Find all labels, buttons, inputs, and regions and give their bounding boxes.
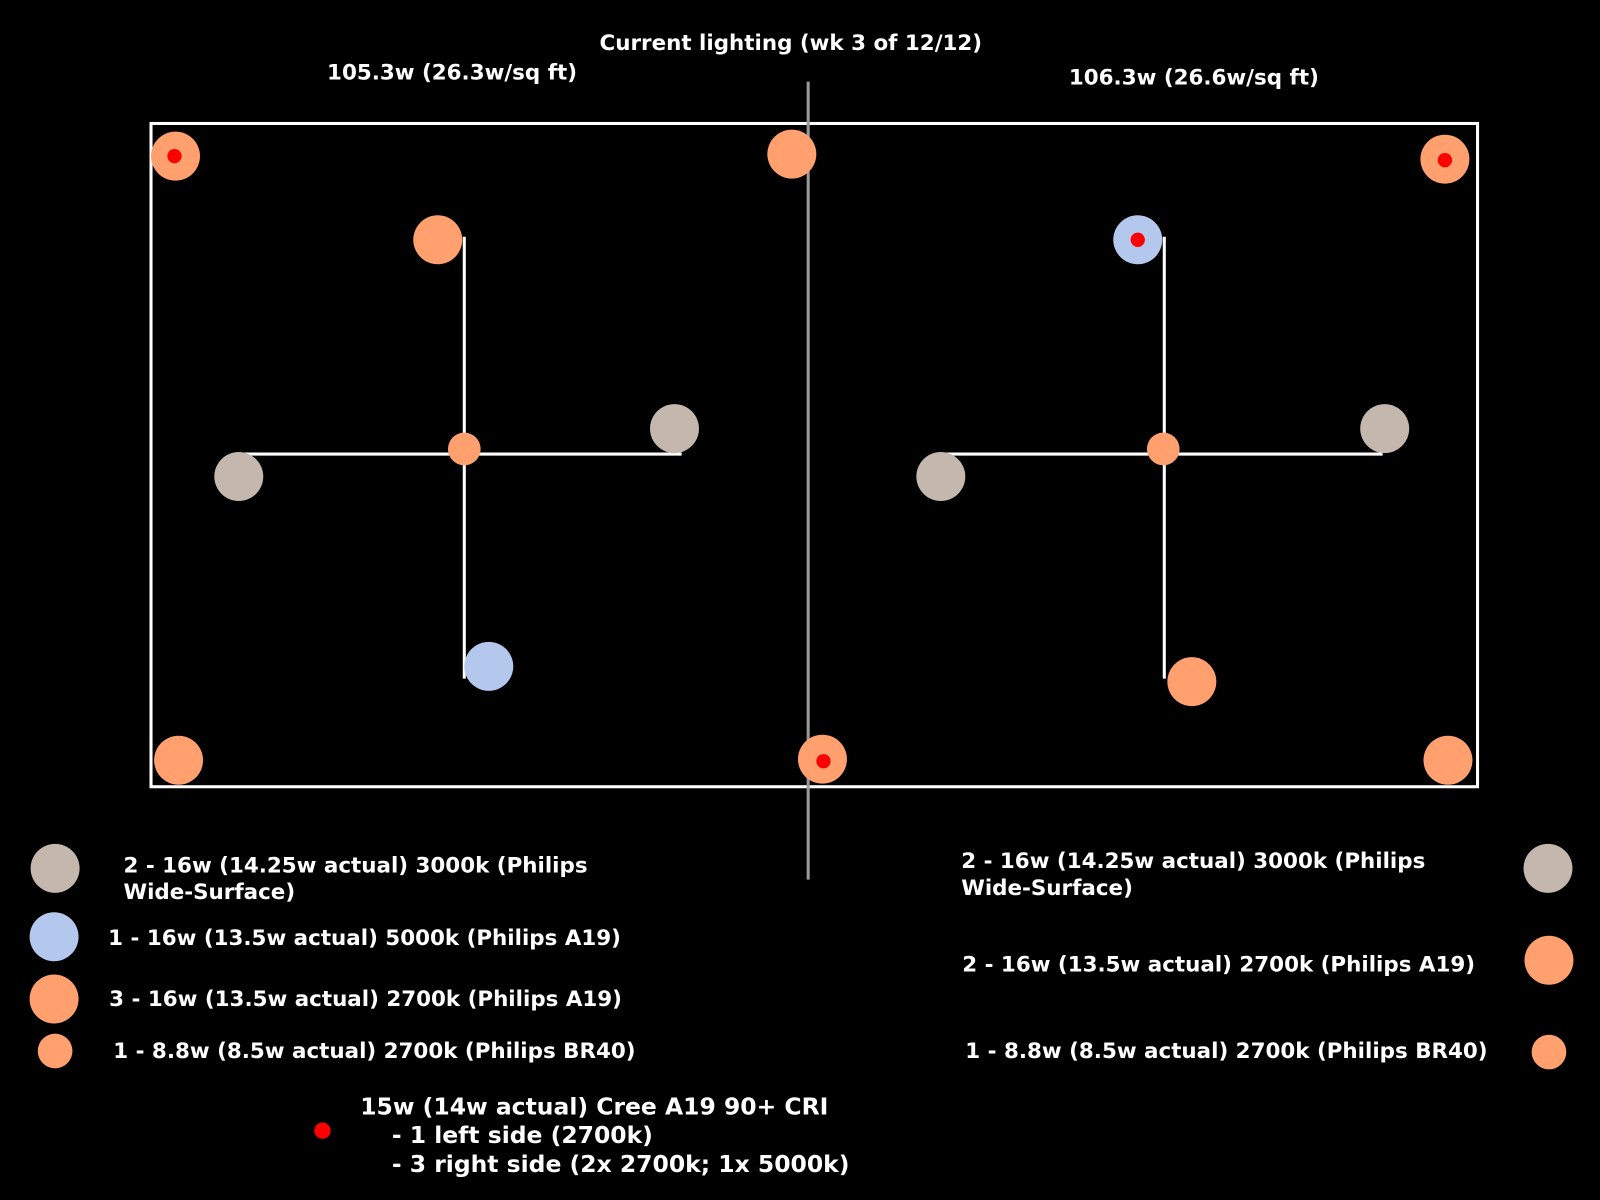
bulb xyxy=(154,735,204,785)
legend-label: 1 - 16w (13.5w actual) 5000k (Philips A1… xyxy=(108,926,621,951)
legend-swatch xyxy=(29,912,79,962)
bulb xyxy=(1146,432,1180,466)
right-heading: 106.3w (26.6w/sq ft) xyxy=(1069,66,1319,91)
bulb xyxy=(464,641,514,691)
right-legend: 2 - 16w (14.25w actual) 3000k (Philips W… xyxy=(961,843,1574,1070)
bulb xyxy=(767,129,817,179)
left-legend: 2 - 16w (14.25w actual) 3000k (Philips W… xyxy=(29,843,636,1069)
legend-label: 2 - 16w (14.25w actual) 3000k (Philips xyxy=(123,853,587,878)
legend-swatch xyxy=(29,974,79,1024)
cree-marker xyxy=(1437,153,1453,168)
legend-label: Wide-Surface) xyxy=(961,876,1133,901)
legend-label: Wide-Surface) xyxy=(123,880,295,905)
bulb xyxy=(413,215,463,265)
legend-label: 1 - 8.8w (8.5w actual) 2700k (Philips BR… xyxy=(965,1039,1487,1064)
legend-swatch xyxy=(37,1033,73,1069)
bulb xyxy=(1360,404,1410,454)
legend-label: 2 - 16w (13.5w actual) 2700k (Philips A1… xyxy=(962,952,1475,977)
cree-label: - 3 right side (2x 2700k; 1x 5000k) xyxy=(392,1150,850,1178)
bulb xyxy=(447,432,481,466)
legend-swatch xyxy=(1524,935,1574,985)
legend-swatch xyxy=(1523,843,1573,893)
cree-marker xyxy=(1130,232,1145,247)
bulb xyxy=(1167,657,1217,707)
legend-swatch xyxy=(30,843,80,893)
bulb xyxy=(916,452,966,502)
room-outline xyxy=(149,121,1480,789)
cree-marker xyxy=(314,1122,331,1139)
room xyxy=(149,81,1480,880)
bulb xyxy=(1423,735,1473,785)
bulb xyxy=(214,452,264,502)
legend-label: 2 - 16w (14.25w actual) 3000k (Philips xyxy=(961,849,1425,874)
cree-marker xyxy=(816,754,831,769)
legend-label: 1 - 8.8w (8.5w actual) 2700k (Philips BR… xyxy=(113,1039,635,1064)
legend-swatch xyxy=(1531,1034,1567,1070)
left-heading: 105.3w (26.3w/sq ft) xyxy=(327,60,577,85)
bulb xyxy=(650,404,699,454)
cree-label: - 1 left side (2700k) xyxy=(392,1121,653,1149)
cree-note: 15w (14w actual) Cree A19 90+ CRI - 1 le… xyxy=(314,1093,850,1178)
cree-marker xyxy=(167,148,182,164)
cree-label: 15w (14w actual) Cree A19 90+ CRI xyxy=(360,1093,828,1121)
legend-label: 3 - 16w (13.5w actual) 2700k (Philips A1… xyxy=(109,987,622,1012)
title: Current lighting (wk 3 of 12/12) xyxy=(600,31,983,56)
